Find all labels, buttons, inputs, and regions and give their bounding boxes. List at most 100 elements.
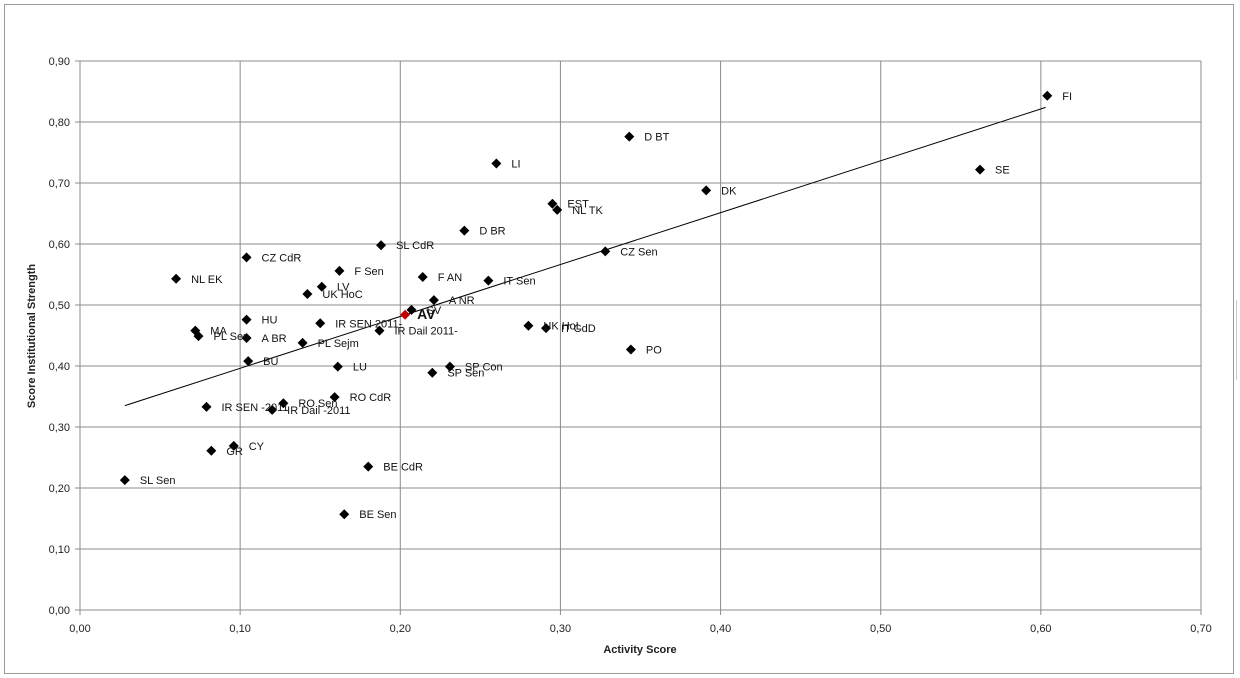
data-point xyxy=(241,314,252,325)
data-point-label: SV xyxy=(426,305,441,317)
data-point-label: AV xyxy=(417,306,436,322)
data-point xyxy=(241,252,252,263)
data-point xyxy=(201,401,212,412)
x-tick-label: 0,10 xyxy=(229,623,250,635)
data-point-label: SL CdR xyxy=(396,240,434,252)
data-point-label: RO CdR xyxy=(350,392,392,404)
data-point xyxy=(374,325,385,336)
data-point-label: PL Sen xyxy=(214,331,250,343)
data-point xyxy=(547,198,558,209)
data-point xyxy=(297,337,308,348)
data-point-label: NL TK xyxy=(572,205,603,217)
data-point-label: CZ Sen xyxy=(620,246,657,258)
data-point xyxy=(459,225,470,236)
data-point-label: A NR xyxy=(449,295,475,307)
data-point xyxy=(975,164,986,175)
data-point xyxy=(417,271,428,282)
data-point xyxy=(332,361,343,372)
data-point-label: LU xyxy=(353,362,367,374)
data-point-label: IR Dail 2011- xyxy=(394,326,458,338)
data-point xyxy=(427,367,438,378)
data-point xyxy=(241,332,252,343)
data-point-label: BU xyxy=(263,356,278,368)
data-point-label: HU xyxy=(262,315,278,327)
data-point xyxy=(339,509,350,520)
data-point-label: SE xyxy=(995,165,1010,177)
y-tick-label: 0,40 xyxy=(49,361,70,373)
data-point-label: LV xyxy=(337,282,350,294)
data-point-label: IR Dail -2011 xyxy=(287,405,350,417)
y-tick-label: 0,20 xyxy=(49,483,70,495)
data-point xyxy=(243,356,254,367)
data-point-label: IR SEN 2011- xyxy=(335,318,402,330)
data-point xyxy=(400,309,411,320)
window-edge xyxy=(1236,300,1240,380)
grid-lines xyxy=(80,60,1202,610)
data-point-label: NL EK xyxy=(191,274,223,286)
data-point xyxy=(600,246,611,257)
data-point xyxy=(119,475,130,486)
data-point xyxy=(625,344,636,355)
data-point-label: UK HoL xyxy=(543,321,582,333)
data-point xyxy=(483,275,494,286)
data-point xyxy=(315,318,326,329)
data-point-label: F Sen xyxy=(354,266,383,278)
data-point xyxy=(278,398,289,409)
x-tick-label: 0,00 xyxy=(69,623,90,635)
data-point xyxy=(428,295,439,306)
x-tick-labels: 0,00 0,10 0,20 0,30 0,40 0,50 0,60 0,70 xyxy=(69,623,1211,635)
data-point xyxy=(334,265,345,276)
data-point xyxy=(523,320,534,331)
data-point xyxy=(206,445,217,456)
data-point-label: D BT xyxy=(644,132,669,144)
data-point xyxy=(302,289,313,300)
data-point-label: CY xyxy=(249,441,265,453)
x-tick-label: 0,20 xyxy=(390,623,411,635)
y-tick-label: 0,50 xyxy=(49,300,70,312)
data-point-label: D BR xyxy=(479,226,505,238)
y-tick-label: 0,90 xyxy=(49,56,70,68)
data-point xyxy=(491,158,502,169)
data-point xyxy=(267,404,278,415)
data-point-label: MA xyxy=(210,326,227,338)
x-tick-label: 0,30 xyxy=(550,623,571,635)
data-point-label: PO xyxy=(646,345,662,357)
data-point-label: DK xyxy=(721,185,737,197)
x-tick-label: 0,50 xyxy=(870,623,891,635)
data-point xyxy=(316,281,327,292)
data-point xyxy=(406,304,417,315)
data-point-label: FI xyxy=(1062,91,1072,103)
data-points xyxy=(119,90,1053,520)
data-point xyxy=(624,131,635,142)
data-point-label: IT Sen xyxy=(503,276,535,288)
data-point-label: PL Sejm xyxy=(318,338,359,350)
y-tick-label: 0,70 xyxy=(49,178,70,190)
data-point-label: IR SEN -2011 xyxy=(222,402,289,414)
data-point xyxy=(193,331,204,342)
data-point xyxy=(376,240,387,251)
data-point-label: SP Sen xyxy=(447,368,484,380)
x-tick-label: 0,70 xyxy=(1190,623,1211,635)
y-tick-label: 0,00 xyxy=(49,605,70,617)
data-point-label: GR xyxy=(226,446,243,458)
data-point-label: SP Con xyxy=(465,362,503,374)
y-tick-label: 0,80 xyxy=(49,117,70,129)
data-point xyxy=(444,361,455,372)
trendline-group xyxy=(124,106,1046,407)
x-axis-title: Activity Score xyxy=(603,644,676,656)
data-point-label: EST xyxy=(567,199,589,211)
data-point xyxy=(701,185,712,196)
y-axis-title: Score Institutional Strength xyxy=(26,264,38,409)
data-point-label: CZ CdR xyxy=(262,252,302,264)
chart-frame xyxy=(4,4,1234,674)
data-point xyxy=(329,392,340,403)
y-tick-label: 0,60 xyxy=(49,239,70,251)
data-point-label: BE CdR xyxy=(383,462,423,474)
data-point xyxy=(1042,90,1053,101)
data-point-label: F AN xyxy=(438,272,463,284)
x-tick-label: 0,60 xyxy=(1030,623,1051,635)
data-point-label: IT CdD xyxy=(561,323,596,335)
x-tick-label: 0,40 xyxy=(710,623,731,635)
